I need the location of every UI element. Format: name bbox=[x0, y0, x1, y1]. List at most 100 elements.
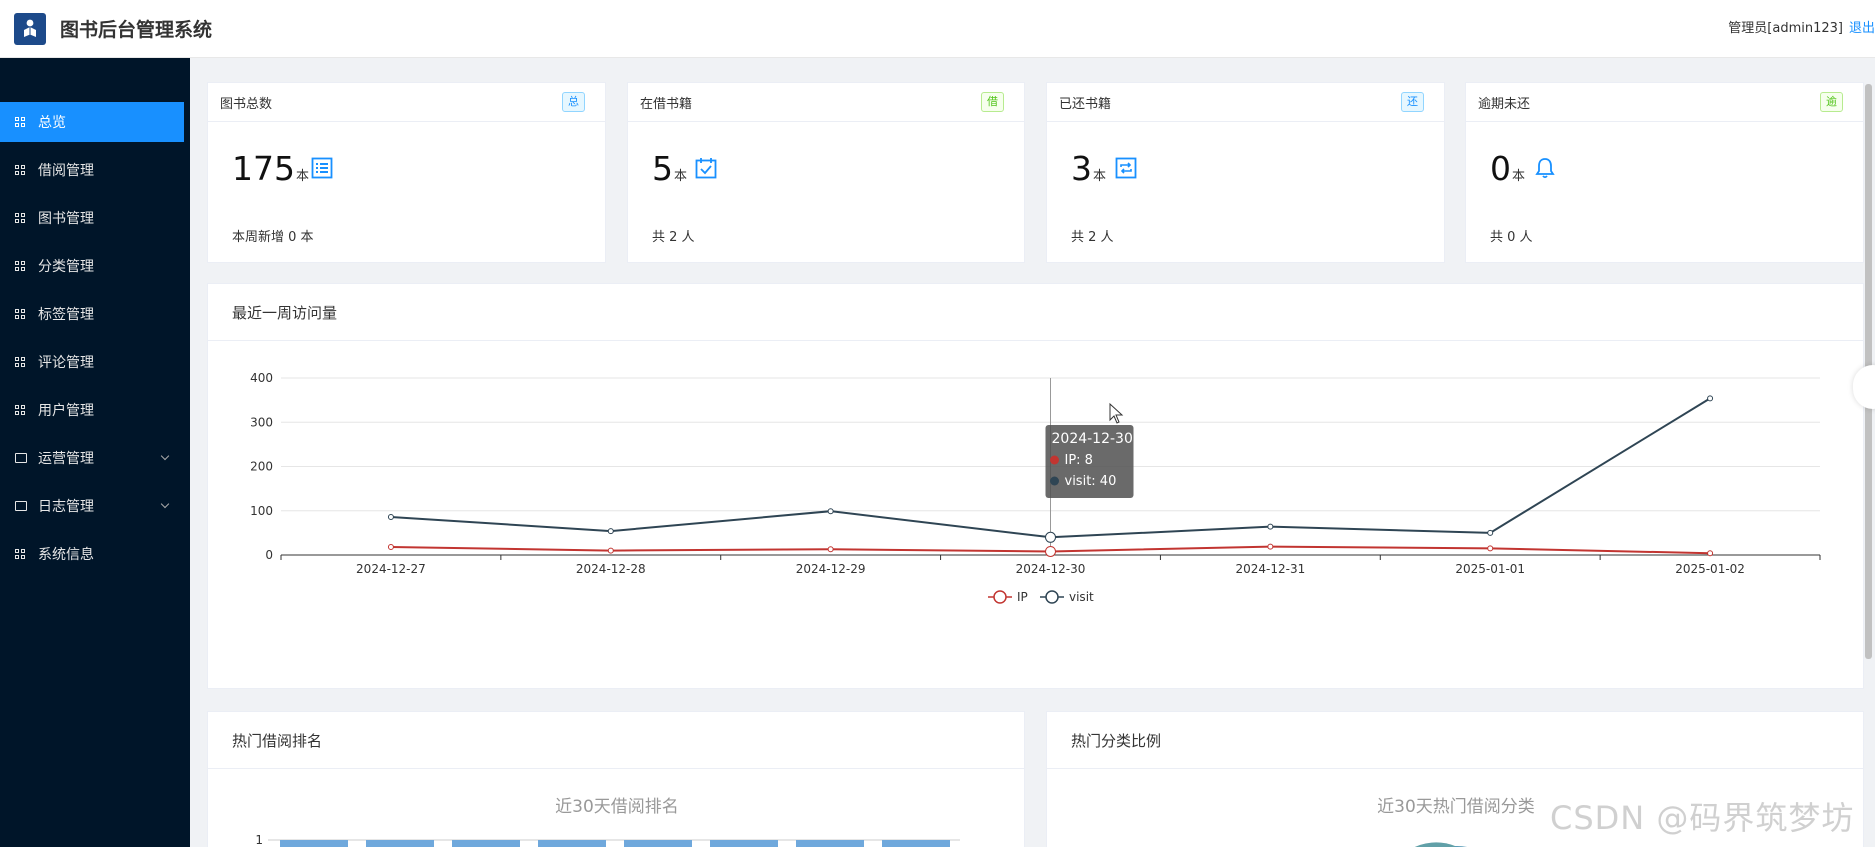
y-tick-label: 400 bbox=[250, 371, 273, 385]
sidebar-item-label: 系统信息 bbox=[38, 547, 94, 563]
sidebar-item-label: 标签管理 bbox=[38, 307, 94, 323]
x-tick-label: 2024-12-29 bbox=[796, 562, 866, 576]
stat-card-title: 逾期未还 bbox=[1478, 96, 1531, 112]
sidebar-item[interactable]: 借阅管理 bbox=[0, 150, 190, 190]
sidebar-item[interactable]: 分类管理 bbox=[0, 246, 190, 286]
list-icon bbox=[311, 157, 333, 179]
x-tick-label: 2025-01-01 bbox=[1455, 562, 1525, 576]
sidebar-item-label: 评论管理 bbox=[38, 355, 94, 371]
bar bbox=[366, 840, 434, 847]
sidebar-item[interactable]: 图书管理 bbox=[0, 198, 190, 238]
stat-card-header: 已还书籍 还 bbox=[1047, 83, 1444, 122]
grid-icon bbox=[15, 356, 26, 368]
stat-unit: 本 bbox=[296, 169, 310, 184]
tooltip-dot bbox=[1050, 476, 1059, 486]
bar bbox=[796, 840, 864, 847]
data-point bbox=[1045, 545, 1056, 557]
sidebar: 总览借阅管理图书管理分类管理标签管理评论管理用户管理运营管理日志管理系统信息 bbox=[0, 58, 190, 847]
visits-line-chart[interactable]: 0 100 200 300 400 2024-12-27 2024-12-28 2024-12… bbox=[208, 342, 1863, 689]
sidebar-item[interactable]: 日志管理 bbox=[0, 486, 190, 526]
user-label: 管理员[admin123] bbox=[1728, 21, 1843, 36]
borrow-ranking-chart[interactable]: 1 bbox=[208, 820, 1024, 847]
stat-card-total: 图书总数 总 175 本 本周新增 0 本 bbox=[207, 82, 606, 263]
stat-tag: 借 bbox=[981, 92, 1004, 112]
data-point bbox=[1487, 529, 1494, 536]
sidebar-item[interactable]: 用户管理 bbox=[0, 390, 190, 430]
grid-icon bbox=[15, 116, 26, 128]
stat-card-overdue: 逾期未还 逾 0 本 共 0 人 bbox=[1465, 82, 1864, 263]
floating-widget[interactable] bbox=[1853, 365, 1875, 409]
chart-title: 近30天借阅排名 bbox=[555, 797, 679, 817]
stat-subtext: 共 0 人 bbox=[1490, 230, 1533, 245]
panel-title: 热门借阅排名 bbox=[208, 712, 1024, 769]
stat-number: 3 bbox=[1071, 149, 1092, 188]
data-point bbox=[827, 546, 834, 553]
tooltip-dot bbox=[1050, 455, 1059, 465]
data-point bbox=[1267, 523, 1274, 530]
legend-label: IP bbox=[1017, 590, 1028, 604]
grid-icon bbox=[15, 548, 26, 560]
chart-title: 近30天热门借阅分类 bbox=[1377, 797, 1535, 817]
bar bbox=[710, 840, 778, 847]
x-tick-label: 2024-12-27 bbox=[356, 562, 426, 576]
grid-icon bbox=[15, 212, 26, 224]
pie-slice bbox=[1414, 842, 1455, 847]
stat-number: 0 bbox=[1490, 149, 1511, 188]
sidebar-item[interactable]: 评论管理 bbox=[0, 342, 190, 382]
calendar-check-icon bbox=[695, 158, 717, 179]
data-point bbox=[827, 508, 834, 515]
folder-icon bbox=[15, 501, 27, 511]
y-tick-label: 200 bbox=[250, 460, 273, 474]
stat-unit: 本 bbox=[1093, 169, 1107, 184]
stat-subtext: 本周新增 0 本 bbox=[232, 230, 314, 245]
stat-card-title: 图书总数 bbox=[220, 96, 273, 112]
weekly-visits-panel: 最近一周访问量 0 100 200 300 400 2024-12-27 2024-12-2… bbox=[207, 283, 1864, 689]
top-header: 图书后台管理系统 管理员[admin123] 退出 bbox=[0, 0, 1875, 58]
stat-card-header: 图书总数 总 bbox=[208, 83, 605, 122]
data-point bbox=[607, 528, 614, 535]
bar bbox=[538, 840, 606, 847]
sidebar-item[interactable]: 系统信息 bbox=[0, 534, 190, 574]
sidebar-item-label: 总览 bbox=[38, 115, 66, 131]
logout-link[interactable]: 退出 bbox=[1848, 21, 1875, 36]
data-point bbox=[1267, 543, 1274, 550]
stat-value: 175 本 bbox=[232, 149, 309, 188]
stat-tag: 还 bbox=[1401, 92, 1424, 112]
grid-icon bbox=[15, 164, 26, 176]
stat-card-returned: 已还书籍 还 3 本 共 2 人 bbox=[1046, 82, 1445, 263]
sidebar-item[interactable]: 标签管理 bbox=[0, 294, 190, 334]
data-point bbox=[607, 547, 614, 554]
grid-icon bbox=[15, 404, 26, 416]
data-point bbox=[1707, 395, 1714, 402]
stat-card-header: 逾期未还 逾 bbox=[1466, 83, 1863, 122]
stat-subtext: 共 2 人 bbox=[1071, 230, 1114, 245]
sidebar-item[interactable]: 总览 bbox=[0, 102, 184, 142]
x-tick-label: 2024-12-31 bbox=[1235, 562, 1305, 576]
category-ratio-panel: 热门分类比例 近30天热门借阅分类 bbox=[1046, 711, 1864, 847]
app-title: 图书后台管理系统 bbox=[60, 19, 213, 41]
stat-value: 0 本 bbox=[1490, 149, 1525, 188]
bell-icon bbox=[1535, 158, 1555, 179]
stat-unit: 本 bbox=[674, 169, 688, 184]
grid-icon bbox=[15, 308, 26, 320]
data-point bbox=[1707, 550, 1714, 557]
panel-title: 热门分类比例 bbox=[1047, 712, 1863, 769]
watermark-text: CSDN @码界筑梦坊 bbox=[1550, 799, 1855, 837]
sidebar-item-label: 日志管理 bbox=[38, 499, 94, 515]
data-point bbox=[387, 513, 394, 520]
tooltip-line: IP: 8 bbox=[1065, 453, 1093, 468]
bar bbox=[280, 840, 348, 847]
header-user-area: 管理员[admin123] 退出 bbox=[1728, 17, 1875, 36]
refresh-icon bbox=[1115, 157, 1137, 179]
sidebar-menu: 总览借阅管理图书管理分类管理标签管理评论管理用户管理运营管理日志管理系统信息 bbox=[0, 102, 190, 582]
sidebar-item[interactable]: 运营管理 bbox=[0, 438, 190, 478]
stat-unit: 本 bbox=[1512, 169, 1526, 184]
panel-title: 最近一周访问量 bbox=[208, 284, 1863, 341]
stat-value: 5 本 bbox=[652, 149, 687, 188]
y-tick-label: 100 bbox=[250, 504, 273, 518]
mouse-cursor-icon bbox=[1109, 402, 1124, 424]
sidebar-item-label: 分类管理 bbox=[38, 259, 94, 275]
chevron-down-icon bbox=[160, 499, 170, 509]
chevron-down-icon bbox=[160, 451, 170, 461]
y-tick-label: 1 bbox=[255, 833, 263, 847]
